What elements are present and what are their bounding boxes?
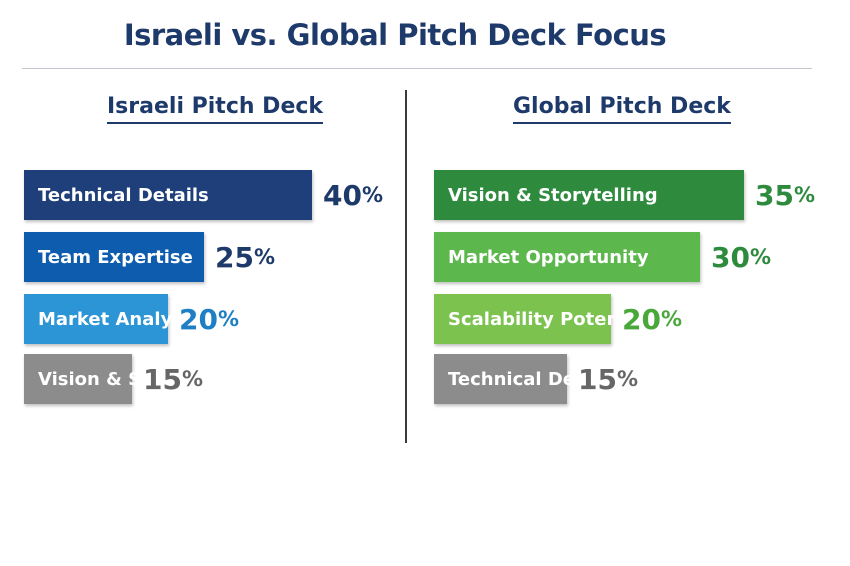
global-value: 35 (755, 178, 794, 212)
israeli-bar-label: Team Expertise (38, 246, 193, 268)
global-value: 20 (622, 302, 661, 336)
israeli-bar: Market Analysis (24, 294, 200, 344)
israeli-bar-label: Market Analysis (38, 308, 200, 330)
global-value-label: 30% (711, 232, 771, 282)
israeli-bar-label: Technical Details (38, 184, 209, 206)
global-value-label: 15% (578, 354, 638, 404)
israeli-value: 20 (179, 302, 218, 336)
israeli-panel-title: Israeli Pitch Deck (107, 94, 324, 124)
panel-divider (405, 90, 407, 443)
global-bar-label: Scalability Potential (448, 308, 653, 330)
global-bar: Market Opportunity (434, 232, 700, 282)
israeli-value-label: 25% (215, 232, 275, 282)
global-bar-label: Vision & Storytelling (448, 184, 658, 206)
global-bar: Technical Details (434, 354, 619, 404)
israeli-value-unit: % (181, 367, 204, 391)
global-bar-label: Technical Details (448, 368, 619, 390)
global-value-unit: % (749, 245, 772, 269)
global-value: 30 (711, 240, 750, 274)
global-value-unit: % (793, 183, 816, 207)
global-value-label: 20% (622, 294, 682, 344)
israeli-value-label: 40% (323, 170, 383, 220)
global-bar: Scalability Potential (434, 294, 652, 344)
israeli-value-unit: % (217, 307, 240, 331)
israeli-value-label: 15% (143, 354, 203, 404)
page-title: Israeli vs. Global Pitch Deck Focus (123, 18, 667, 52)
global-panel-title: Global Pitch Deck (513, 94, 731, 124)
global-value: 15 (578, 362, 617, 396)
israeli-value-unit: % (253, 245, 276, 269)
israeli-value: 25 (215, 240, 254, 274)
israeli-bar: Technical Details (24, 170, 312, 220)
global-bar-label: Market Opportunity (448, 246, 649, 268)
title-divider (22, 68, 812, 69)
global-value-label: 35% (755, 170, 815, 220)
global-value-unit: % (616, 367, 639, 391)
israeli-value: 15 (143, 362, 182, 396)
israeli-value: 40 (323, 178, 362, 212)
global-value-unit: % (660, 307, 683, 331)
israeli-bar: Vision & Storytelling (24, 354, 248, 404)
israeli-bar: Team Expertise (24, 232, 204, 282)
israeli-bar-label: Vision & Storytelling (38, 368, 248, 390)
israeli-value-label: 20% (179, 294, 239, 344)
global-bar: Vision & Storytelling (434, 170, 744, 220)
israeli-value-unit: % (361, 183, 384, 207)
